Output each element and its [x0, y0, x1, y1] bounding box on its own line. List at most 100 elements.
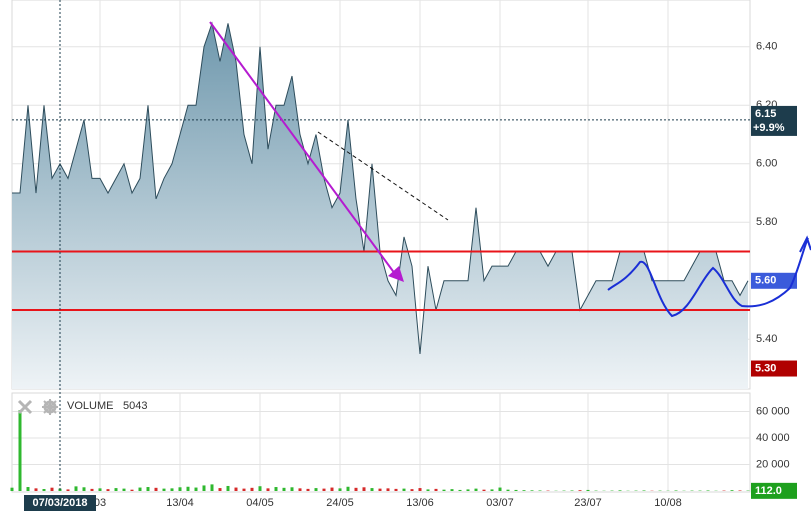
volume-label: VOLUME: [67, 400, 113, 412]
y-tick-label: 6.40: [756, 41, 777, 53]
volume-bar: [50, 487, 54, 491]
volume-bar: [66, 489, 70, 491]
low-marker-box: [751, 360, 797, 377]
low-marker-label: 5.30: [755, 362, 776, 374]
volume-bar: [98, 488, 102, 491]
volume-bar: [90, 488, 94, 491]
volume-bar: [434, 488, 438, 491]
volume-bar: [538, 490, 542, 491]
volume-bar: [10, 487, 14, 491]
crosshair-label: 07/03/2018: [32, 497, 87, 509]
volume-bar: [466, 489, 470, 491]
volume-bar: [146, 487, 150, 491]
y-tick-label: 6.00: [756, 158, 777, 170]
last-price-box: [751, 272, 797, 289]
volume-bar: [138, 487, 142, 491]
arrow-head: [388, 266, 404, 282]
close-icon[interactable]: [17, 399, 33, 415]
volume-bar: [522, 490, 526, 491]
y-tick-label: 20 000: [756, 458, 790, 470]
volume-bar: [426, 489, 430, 491]
volume-bar: [738, 490, 742, 491]
volume-bar: [442, 489, 446, 491]
x-tick-label: 13/04: [166, 497, 194, 509]
volume-bar: [586, 489, 590, 491]
volume-bar: [266, 488, 270, 491]
volume-last-label: 112.0: [755, 485, 782, 497]
volume-bar: [274, 487, 278, 491]
volume-bar: [82, 487, 86, 491]
volume-bar: [26, 487, 30, 491]
trend-arrow: [209, 21, 399, 279]
volume-last-box: [751, 482, 797, 499]
last-price-label: 5.60: [755, 275, 776, 287]
volume-bar: [306, 488, 310, 491]
x-tick-label: 23/07: [574, 497, 602, 509]
volume-bar: [418, 488, 422, 491]
volume-bar: [210, 484, 214, 491]
settings-icon[interactable]: [42, 399, 58, 415]
volume-bar: [322, 488, 326, 491]
volume-bar: [34, 488, 38, 491]
volume-bar: [194, 487, 198, 491]
volume-bar: [362, 487, 366, 491]
volume-bar: [706, 490, 710, 491]
volume-bar: [490, 489, 494, 491]
volume-bar: [514, 489, 518, 491]
y-tick-label: 60 000: [756, 405, 790, 417]
volume-bar: [218, 488, 222, 491]
volume-bar: [298, 488, 302, 491]
volume-bar: [226, 485, 230, 491]
price-area: [12, 23, 748, 389]
y-tick-label: 5.40: [756, 333, 777, 345]
y-tick-label: 40 000: [756, 432, 790, 444]
volume-bar: [114, 488, 118, 491]
volume-bar: [506, 489, 510, 491]
volume-bar: [394, 488, 398, 491]
volume-bar: [386, 488, 390, 491]
volume-bar: [170, 488, 174, 491]
crosshair-box: [24, 495, 96, 511]
volume-bar: [730, 490, 734, 491]
y-tick-label: 5.80: [756, 216, 777, 228]
volume-bar: [290, 487, 294, 491]
volume-bar: [106, 489, 110, 491]
volume-bar: [122, 488, 126, 491]
drawn-curve: [607, 237, 809, 318]
volume-bar: [402, 488, 406, 491]
volume-bar: [498, 487, 502, 491]
volume-bar: [18, 410, 22, 491]
x-tick-label: 04/05: [246, 497, 274, 509]
volume-bar: [458, 489, 462, 491]
x-tick-label: 03: [94, 497, 106, 509]
volume-bar: [346, 486, 350, 491]
volume-bar: [474, 488, 478, 491]
volume-bar: [154, 487, 158, 491]
volume-bar: [258, 486, 262, 491]
volume-bar: [530, 490, 534, 491]
volume-bar: [354, 487, 358, 491]
volume-bar: [242, 488, 246, 491]
volume-pane: [11, 392, 751, 493]
volume-bar: [330, 487, 334, 491]
volume-bar: [178, 487, 182, 491]
x-tick-label: 24/05: [326, 497, 354, 509]
volume-bar: [370, 488, 374, 491]
volume-bar: [578, 490, 582, 491]
volume-bar: [42, 489, 46, 491]
volume-bar: [282, 487, 286, 491]
volume-bar: [162, 488, 166, 491]
volume-bar: [618, 490, 622, 491]
reference-change: +9.9%: [753, 122, 785, 134]
x-tick-label: 13/06: [406, 497, 434, 509]
volume-bar: [202, 485, 206, 491]
volume-bar: [570, 490, 574, 491]
volume-bar: [186, 486, 190, 491]
volume-bar: [674, 490, 678, 491]
volume-bar: [410, 489, 414, 491]
volume-bar: [130, 489, 134, 491]
volume-bar: [74, 486, 78, 491]
volume-last: 5043: [123, 400, 147, 412]
